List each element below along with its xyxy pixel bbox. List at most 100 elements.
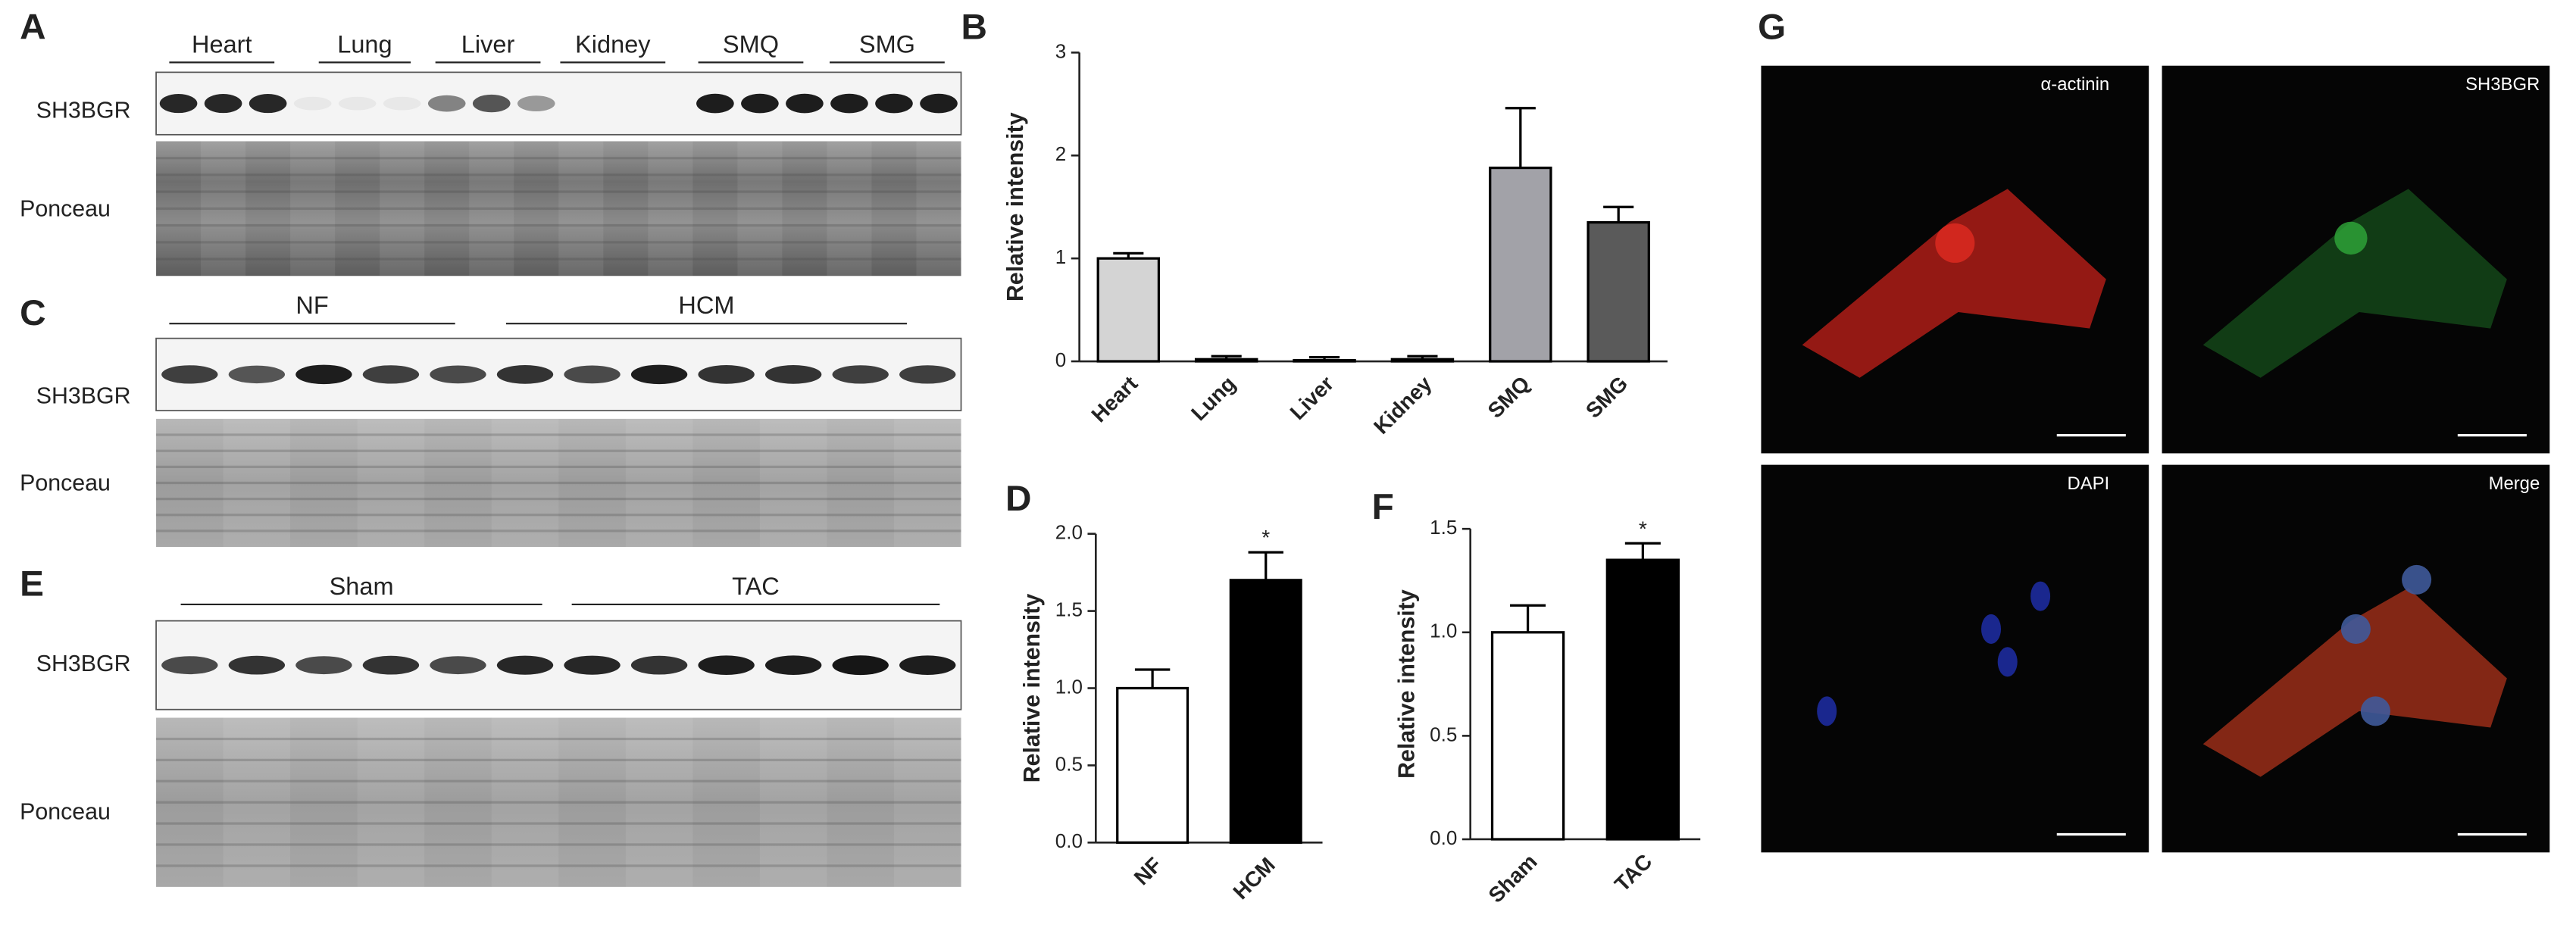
protein-band (159, 94, 198, 114)
lane-shade (357, 418, 425, 548)
nucleus (2402, 564, 2432, 595)
protein-band (338, 96, 377, 111)
protein-band (696, 93, 734, 114)
x-tick-label: TAC (1609, 849, 1656, 896)
micrograph (1761, 464, 2149, 853)
nucleus (2030, 581, 2051, 611)
protein-band (293, 96, 332, 111)
y-tick-label: 2.0 (1055, 521, 1083, 544)
protein-band (430, 365, 486, 384)
protein-band (899, 655, 956, 675)
protein-band (430, 656, 486, 675)
group-label: Heart (192, 30, 252, 58)
protein-band (630, 655, 688, 675)
panel-label: A (20, 8, 45, 48)
y-tick-label: 1 (1055, 245, 1066, 268)
protein-band (161, 656, 218, 675)
x-tick-label: Kidney (1369, 371, 1436, 439)
protein-band (427, 95, 466, 112)
significance: * (1639, 516, 1647, 540)
y-tick-label: 1.5 (1055, 598, 1083, 620)
protein-band (295, 656, 352, 675)
y-axis-title: Relative intensity (1003, 112, 1028, 301)
x-tick-label: Heart (1086, 370, 1143, 426)
lane-shade (201, 141, 246, 276)
lane-shade (491, 717, 559, 887)
lane-shade (558, 141, 604, 276)
lane-shade (759, 717, 827, 887)
protein-band (830, 93, 868, 114)
ponceau (156, 141, 961, 276)
y-tick-label: 0.0 (1055, 829, 1083, 852)
panel-label: B (961, 8, 987, 48)
protein-band (741, 93, 779, 114)
nucleus (2360, 696, 2390, 726)
y-tick-label: 2 (1055, 142, 1066, 165)
lane-shade (648, 141, 693, 276)
bar (1490, 631, 1565, 841)
lane-shade (290, 141, 336, 276)
bar (1587, 220, 1650, 363)
cell (2202, 189, 2507, 378)
lane-shade (893, 418, 961, 548)
panel-label: F (1372, 487, 1394, 527)
lane-shade (357, 717, 425, 887)
x-tick-label: Sham (1483, 849, 1542, 907)
blot-row-label: SH3BGR (36, 98, 131, 123)
protein-band (875, 93, 913, 114)
protein-band (249, 94, 287, 114)
nucleus (2334, 221, 2368, 255)
lane-shade (737, 141, 783, 276)
group-label: Kidney (575, 30, 651, 58)
protein-band (764, 365, 822, 384)
y-axis-title: Relative intensity (1394, 589, 1419, 779)
y-tick-label: 0.5 (1055, 752, 1083, 775)
channel-label: α-actinin (2040, 74, 2109, 95)
lane-shade (625, 717, 693, 887)
blot-row-label: Ponceau (20, 471, 111, 496)
y-tick-label: 3 (1055, 39, 1066, 62)
group-label: NF (295, 292, 328, 319)
protein-band (698, 365, 755, 384)
lane-shade (827, 141, 872, 276)
bar (1229, 579, 1302, 844)
ponceau (156, 418, 961, 548)
protein-band (899, 365, 956, 384)
y-tick-label: 1.0 (1055, 675, 1083, 698)
channel-label: DAPI (2067, 473, 2109, 494)
lane-shade (916, 141, 961, 276)
protein-band (204, 94, 242, 114)
panel-label: E (20, 564, 44, 604)
channel-label: SH3BGR (2465, 74, 2540, 95)
y-tick-label: 0.0 (1430, 826, 1457, 849)
protein-band (517, 95, 555, 112)
significance: * (1261, 525, 1270, 549)
blot-frame (155, 337, 962, 411)
nucleus (1981, 614, 2002, 644)
bar (1116, 686, 1190, 844)
protein-band (698, 655, 755, 675)
protein-band (496, 655, 554, 675)
blot-frame (155, 620, 962, 711)
x-tick-label: HCM (1228, 852, 1280, 904)
cell (2202, 588, 2507, 777)
group-label: HCM (678, 292, 734, 319)
protein-band (630, 364, 688, 385)
protein-band (786, 93, 824, 114)
lane-shade (491, 418, 559, 548)
x-tick-label: SMQ (1483, 371, 1534, 423)
cell (1802, 189, 2106, 378)
protein-band (496, 365, 554, 384)
group-label: Lung (337, 30, 392, 58)
lane-shade (223, 717, 291, 887)
x-tick-label: Lung (1186, 371, 1240, 425)
protein-band (362, 655, 420, 675)
panel-label: C (20, 293, 45, 333)
blot-row-label: SH3BGR (36, 384, 131, 409)
y-tick-label: 0 (1055, 348, 1066, 371)
blot-row-label: Ponceau (20, 197, 111, 222)
group-label: SMG (859, 30, 915, 58)
protein-band (764, 655, 822, 675)
bar (1096, 257, 1161, 363)
